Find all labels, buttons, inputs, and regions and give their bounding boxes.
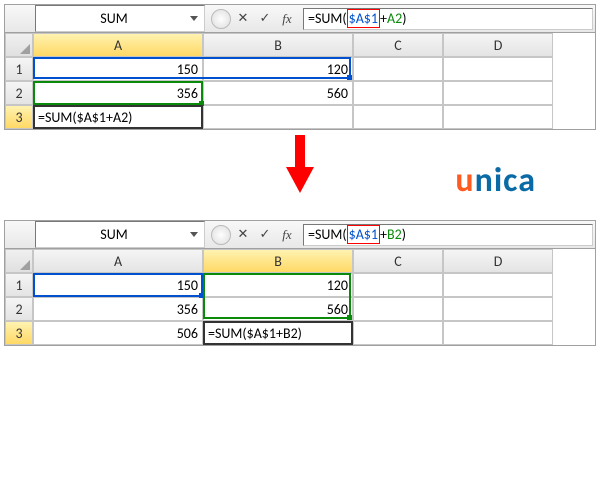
- cancel-icon[interactable]: ✕: [233, 225, 253, 245]
- cell-C3[interactable]: [353, 321, 443, 345]
- col-header-A[interactable]: A: [33, 33, 203, 57]
- cell-B3[interactable]: [203, 105, 353, 129]
- cell-B1[interactable]: 120: [203, 273, 353, 297]
- cell-A2[interactable]: 356: [33, 297, 203, 321]
- formula-input[interactable]: =SUM($A$1+B2): [303, 224, 593, 246]
- row-header-3[interactable]: 3: [5, 105, 33, 129]
- logo-u: u: [455, 160, 474, 201]
- enter-icon[interactable]: ✓: [255, 225, 275, 245]
- cell-D2[interactable]: [443, 81, 553, 105]
- select-all-corner[interactable]: [5, 33, 33, 57]
- cell-C3[interactable]: [353, 105, 443, 129]
- name-box[interactable]: SUM: [35, 5, 205, 32]
- formula-bar: SUM ✕ ✓ fx =SUM($A$1+B2): [5, 221, 595, 249]
- transition-indicator: unica: [4, 140, 596, 220]
- cell-C1[interactable]: [353, 57, 443, 81]
- cell-D1[interactable]: [443, 273, 553, 297]
- formula-input[interactable]: =SUM($A$1+A2): [303, 8, 593, 30]
- row-header-1[interactable]: 1: [5, 57, 33, 81]
- dropdown-icon[interactable]: [190, 232, 198, 237]
- formula-buttons: ✕ ✓ fx: [205, 5, 303, 32]
- logo-rest: nica: [475, 160, 536, 201]
- dropdown-icon[interactable]: [190, 16, 198, 21]
- cell-D1[interactable]: [443, 57, 553, 81]
- fx-icon[interactable]: fx: [277, 9, 297, 29]
- fx-icon[interactable]: fx: [277, 225, 297, 245]
- name-box-value: SUM: [42, 226, 186, 243]
- col-header-B[interactable]: B: [203, 33, 353, 57]
- abs-ref-highlight: $A$1: [347, 9, 380, 28]
- row-header-2[interactable]: 2: [5, 81, 33, 105]
- row-header-2[interactable]: 2: [5, 297, 33, 321]
- cell-A1[interactable]: 150: [33, 57, 203, 81]
- name-box[interactable]: SUM: [35, 221, 205, 248]
- cell-C2[interactable]: [353, 297, 443, 321]
- cell-C1[interactable]: [353, 273, 443, 297]
- formula-bar: SUM ✕ ✓ fx =SUM($A$1+A2): [5, 5, 595, 33]
- col-header-B[interactable]: B: [203, 249, 353, 273]
- abs-ref-highlight: $A$1: [347, 225, 380, 244]
- col-header-D[interactable]: D: [443, 249, 553, 273]
- cell-B2[interactable]: 560: [203, 297, 353, 321]
- down-arrow-icon: [286, 167, 314, 193]
- cell-B3[interactable]: =SUM($A$1+B2): [203, 321, 353, 345]
- cell-D2[interactable]: [443, 297, 553, 321]
- excel-panel-after: SUM ✕ ✓ fx =SUM($A$1+B2) ABCD11501202356…: [4, 220, 596, 346]
- col-header-D[interactable]: D: [443, 33, 553, 57]
- cell-A3[interactable]: 506: [33, 321, 203, 345]
- cell-A3[interactable]: =SUM($A$1+A2): [33, 105, 203, 129]
- cell-C2[interactable]: [353, 81, 443, 105]
- col-header-C[interactable]: C: [353, 33, 443, 57]
- formula-buttons: ✕ ✓ fx: [205, 221, 303, 248]
- row-header-1[interactable]: 1: [5, 273, 33, 297]
- enter-icon[interactable]: ✓: [255, 9, 275, 29]
- cell-A1[interactable]: 150: [33, 273, 203, 297]
- col-header-C[interactable]: C: [353, 249, 443, 273]
- select-all-corner[interactable]: [5, 249, 33, 273]
- excel-panel-before: SUM ✕ ✓ fx =SUM($A$1+A2) ABCD11501202356…: [4, 4, 596, 130]
- spreadsheet-grid[interactable]: ABCD 1150120 2356560 3=SUM($A$1+A2): [5, 33, 595, 129]
- name-box-value: SUM: [42, 10, 186, 27]
- cell-A2[interactable]: 356: [33, 81, 203, 105]
- row-header-3[interactable]: 3: [5, 321, 33, 345]
- expand-icon[interactable]: [211, 9, 231, 29]
- col-header-A[interactable]: A: [33, 249, 203, 273]
- cell-D3[interactable]: [443, 105, 553, 129]
- spreadsheet-grid[interactable]: ABCD 1150120 2356560 3506=SUM($A$1+B2): [5, 249, 595, 345]
- expand-icon[interactable]: [211, 225, 231, 245]
- brand-logo: unica: [455, 160, 536, 201]
- cancel-icon[interactable]: ✕: [233, 9, 253, 29]
- cell-B1[interactable]: 120: [203, 57, 353, 81]
- cell-B2[interactable]: 560: [203, 81, 353, 105]
- cell-D3[interactable]: [443, 321, 553, 345]
